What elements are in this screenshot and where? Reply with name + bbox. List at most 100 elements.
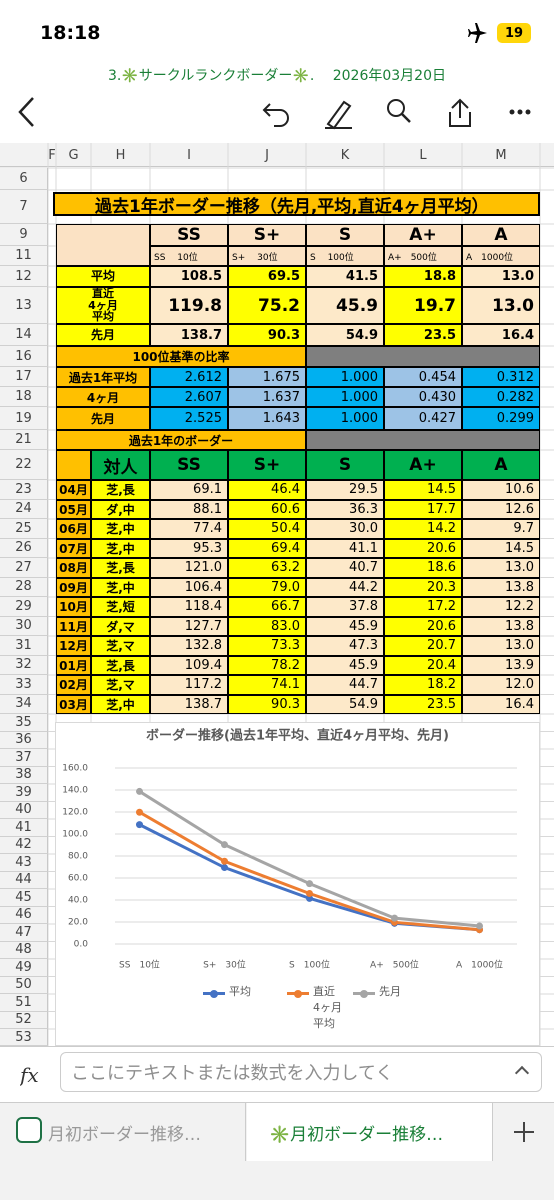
point (221, 857, 228, 865)
type-cell: 芝,中 (91, 694, 150, 714)
value-cell: 54.9 (306, 694, 384, 714)
header-cell (56, 450, 91, 480)
value-cell: 95.3 (150, 538, 228, 558)
row-number: 50 (0, 976, 48, 994)
value-cell: 75.2 (228, 287, 306, 324)
row-number: 35 (0, 714, 48, 732)
row-number: 26 (0, 538, 48, 558)
value-cell: 0.282 (462, 387, 540, 407)
type-cell: 芝,中 (91, 577, 150, 597)
header-cell: A (462, 450, 540, 480)
formula-input[interactable]: ここにテキストまたは数式を入力してく (60, 1052, 542, 1092)
row-number: 18 (0, 387, 48, 407)
value-cell: 20.6 (384, 616, 462, 636)
value-cell: 63.2 (228, 558, 306, 578)
value-cell: 45.9 (306, 616, 384, 636)
type-cell: 芝,中 (91, 519, 150, 539)
search-button[interactable] (387, 99, 411, 123)
header-cell (56, 224, 150, 266)
y-tick-label: 40.0 (68, 896, 88, 906)
point (476, 922, 483, 930)
value-cell: 2.525 (150, 407, 228, 430)
undo-button[interactable] (262, 103, 289, 127)
month-cell: 12月 (56, 636, 91, 656)
series-line (138, 810, 480, 932)
column-header: F (48, 147, 56, 163)
value-cell: 77.4 (150, 519, 228, 539)
legend-label: 平均 (229, 985, 251, 998)
value-cell: 29.5 (306, 480, 384, 500)
status-time: 18:18 (40, 22, 101, 44)
point (306, 894, 313, 902)
value-cell: 13.8 (462, 616, 540, 636)
add-sheet-button[interactable] (494, 1103, 554, 1161)
row-label: 過去1年平均 (56, 367, 150, 387)
row-number: 45 (0, 889, 48, 907)
sheet-tab[interactable]: 月初ボーダー推移… (0, 1103, 246, 1161)
value-cell: 74.1 (228, 675, 306, 695)
header-fill (306, 346, 540, 367)
header-cell: A+ (384, 224, 462, 246)
value-cell: 127.7 (150, 616, 228, 636)
column-header: L (419, 147, 427, 163)
document-title: 3.✳️サークルランクボーダー✳️. 2026年03月20日 (108, 68, 446, 84)
row-label: 4ヶ月 (56, 387, 150, 407)
value-cell: 44.2 (306, 577, 384, 597)
value-cell: 132.8 (150, 636, 228, 656)
type-cell: 芝,長 (91, 655, 150, 675)
column-header: K (340, 147, 350, 163)
header-fill (306, 430, 540, 450)
month-cell: 01月 (56, 655, 91, 675)
row-number: 52 (0, 1011, 48, 1029)
row-number: 27 (0, 558, 48, 578)
month-cell: 02月 (56, 675, 91, 695)
row-label: 直近 4ヶ月 平均 (56, 287, 150, 324)
back-button[interactable] (18, 97, 34, 127)
row-number: 42 (0, 836, 48, 854)
value-cell: 0.454 (384, 367, 462, 387)
value-cell: 1.000 (306, 407, 384, 430)
value-cell: 14.5 (462, 538, 540, 558)
legend-label: 直近 4ヶ月 平均 (313, 985, 342, 1030)
legend-dot (210, 989, 218, 998)
value-cell: 19.7 (384, 287, 462, 324)
more-button[interactable] (509, 109, 531, 115)
value-cell: 13.0 (462, 558, 540, 578)
share-button[interactable] (449, 98, 471, 127)
x-tick-label: A 1000位 (456, 959, 503, 971)
chart-title: ボーダー推移(過去1年平均、直近4ヶ月平均、先月) (146, 728, 449, 744)
draw-button[interactable] (325, 100, 352, 130)
row-number: 30 (0, 616, 48, 636)
value-cell: 73.3 (228, 636, 306, 656)
legend-label: 先月 (379, 985, 401, 998)
value-cell: 13.9 (462, 655, 540, 675)
value-cell: 23.5 (384, 324, 462, 346)
x-tick-label: S 100位 (289, 959, 330, 971)
y-tick-label: 80.0 (68, 852, 88, 862)
column-header: M (495, 147, 507, 163)
row-number: 14 (0, 324, 48, 346)
value-cell: 1.675 (228, 367, 306, 387)
row-number: 37 (0, 749, 48, 767)
row-number: 7 (0, 190, 48, 224)
type-cell: 芝,中 (91, 538, 150, 558)
month-cell: 10月 (56, 597, 91, 617)
y-tick-label: 100.0 (62, 830, 88, 840)
value-cell: 90.3 (228, 694, 306, 714)
row-number: 32 (0, 655, 48, 675)
row-number: 19 (0, 407, 48, 430)
value-cell: 0.427 (384, 407, 462, 430)
subheader-cell: S+ 30位 (228, 246, 306, 266)
point (136, 787, 143, 795)
x-tick-label: A+ 500位 (370, 959, 419, 971)
sheet-tab[interactable]: ✳️月初ボーダー推移… (247, 1103, 493, 1161)
header-cell: 対人 (91, 450, 150, 480)
value-cell: 41.5 (306, 266, 384, 287)
legend-dot (294, 989, 302, 998)
value-cell: 18.8 (384, 266, 462, 287)
plus-icon (514, 1122, 534, 1142)
value-cell: 138.7 (150, 694, 228, 714)
type-cell: 芝,短 (91, 597, 150, 617)
legend-dot (360, 989, 368, 998)
point (221, 841, 228, 849)
